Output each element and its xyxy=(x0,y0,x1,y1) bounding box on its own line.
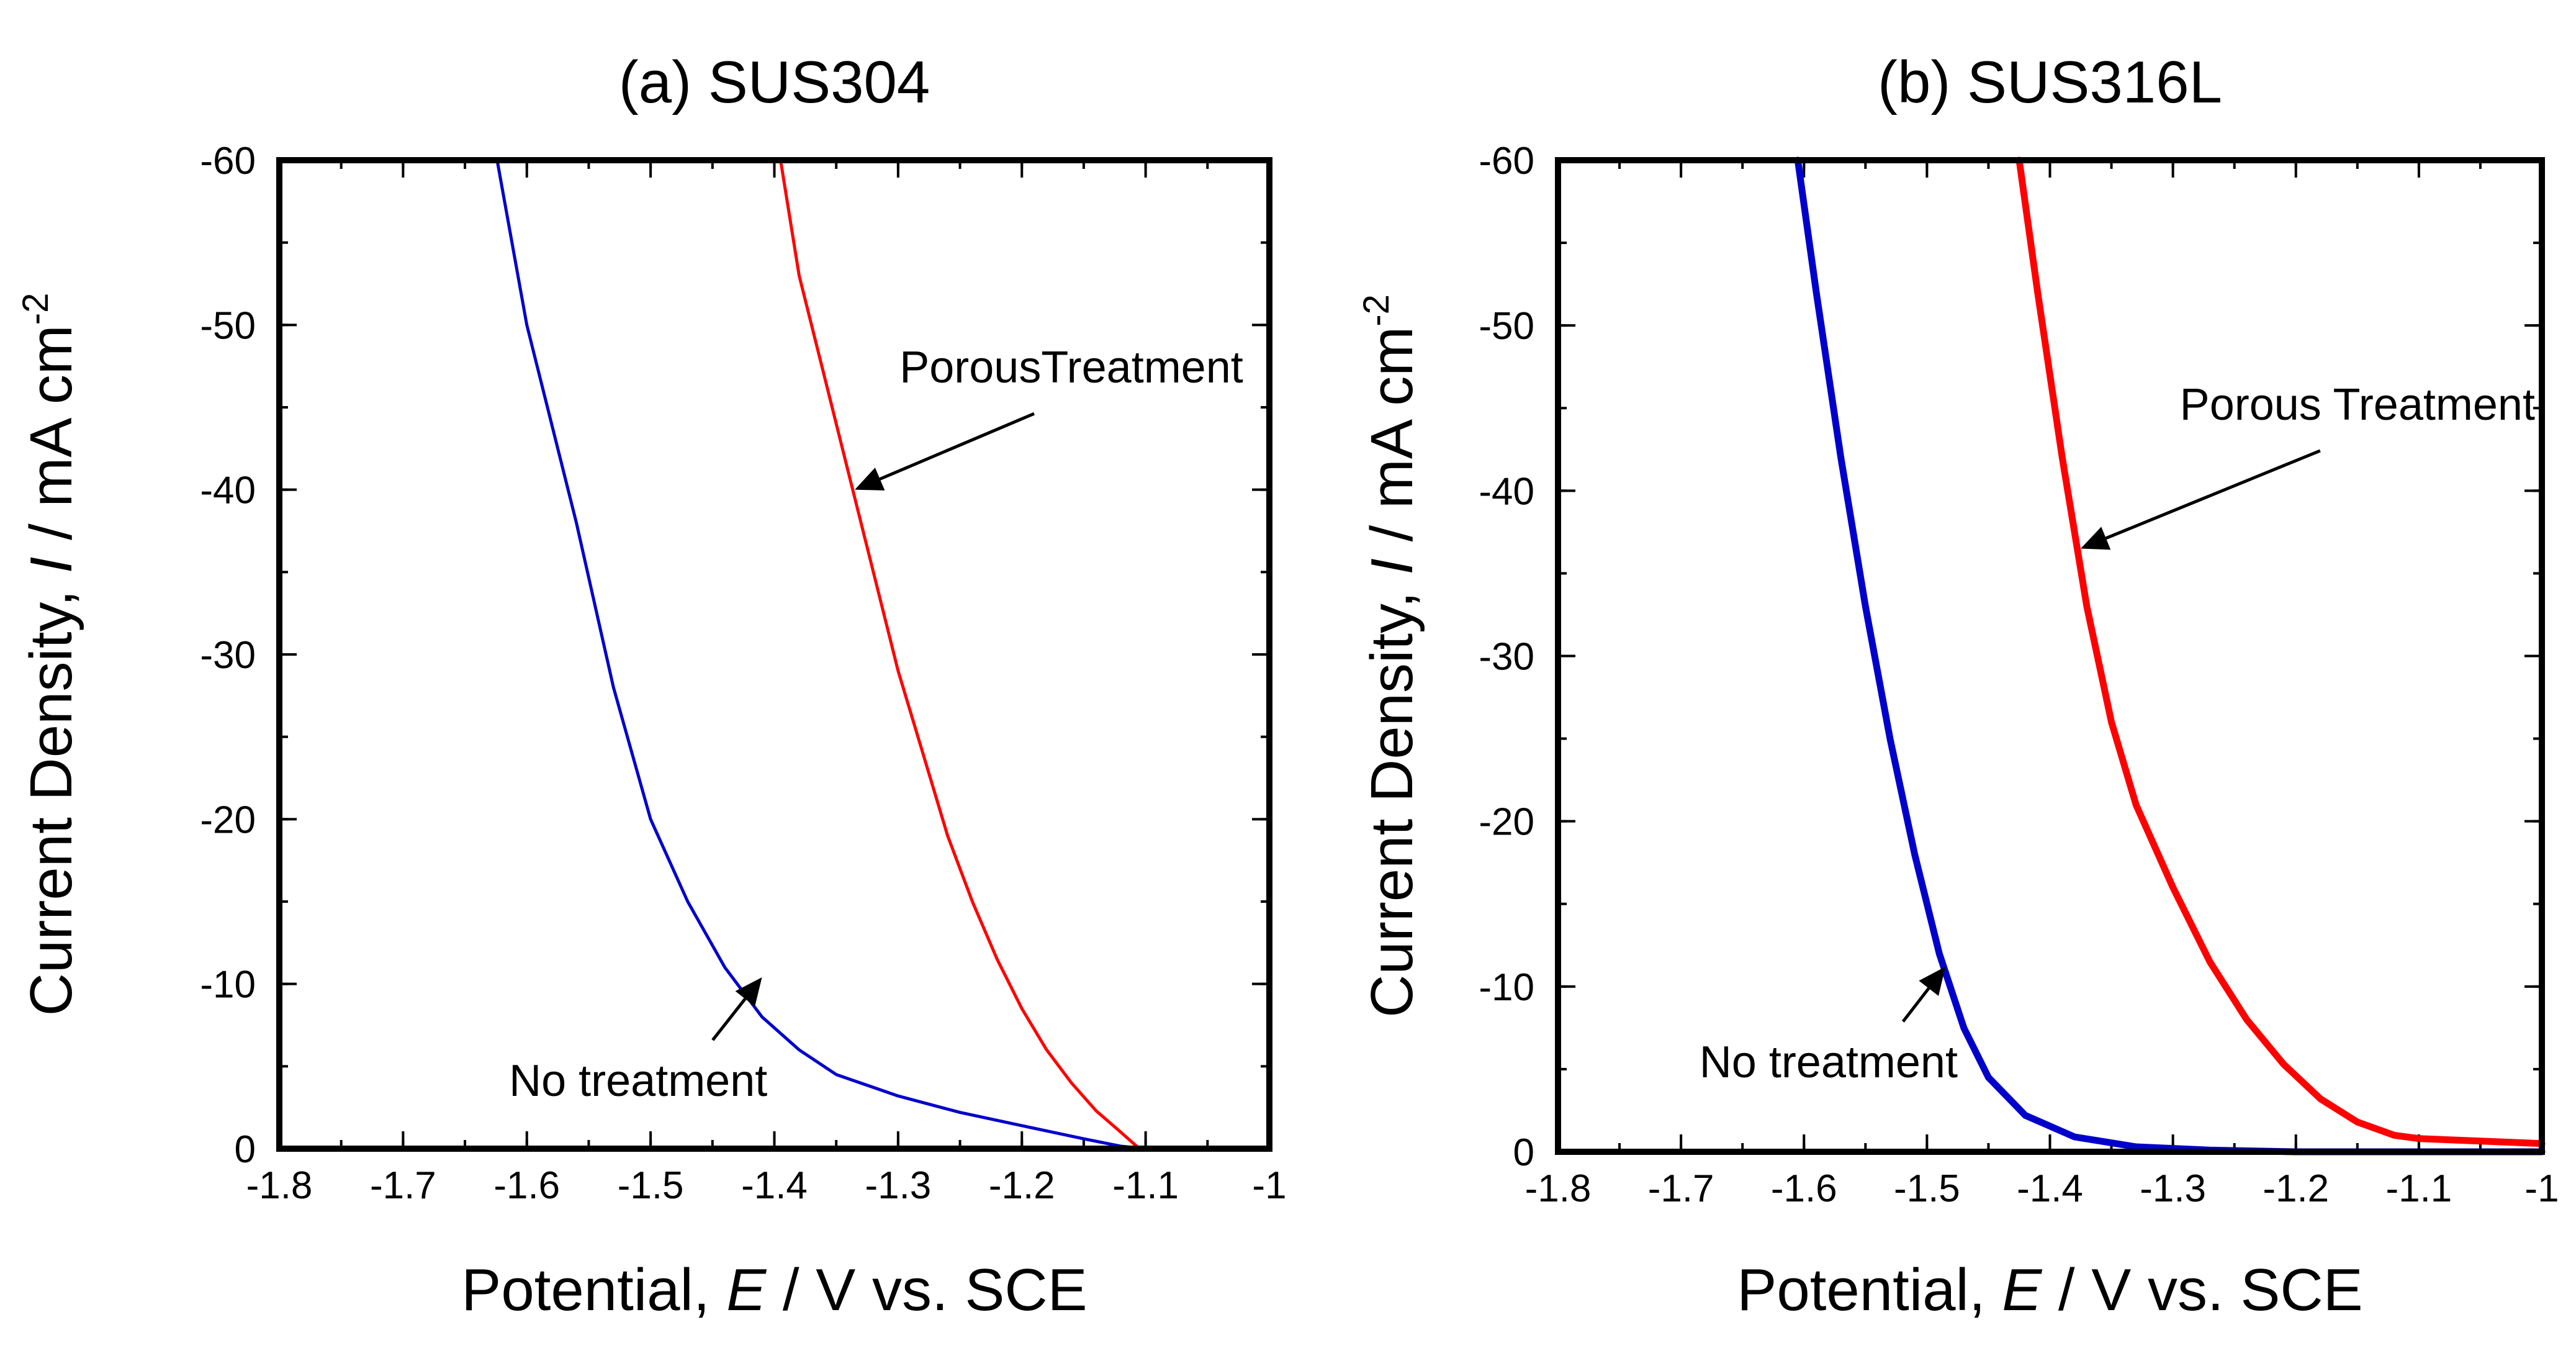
x-tick-label-b: -1.1 xyxy=(2385,1167,2452,1210)
y-tick-label-b: -60 xyxy=(1479,140,1534,183)
x-tick-label-a: -1.3 xyxy=(865,1164,931,1207)
annotation-arrowhead-a xyxy=(735,977,762,1007)
chart-title-a: (a) SUS304 xyxy=(619,49,930,115)
series-line-porous-treatment-b xyxy=(2015,156,2546,1147)
y-tick-label-b: -20 xyxy=(1479,801,1534,844)
annotation-arrow-b xyxy=(1901,987,1930,1023)
x-tick-label-b: -1.3 xyxy=(2140,1167,2206,1210)
y-tick-label-b: -40 xyxy=(1479,470,1534,513)
y-tick-label-a: -50 xyxy=(200,304,256,347)
series-line-no-treatment-a xyxy=(495,158,1271,1151)
y-tick-label-a: -60 xyxy=(200,140,256,183)
x-tick-label-b: -1.4 xyxy=(2017,1167,2083,1210)
y-tick-label-b: -10 xyxy=(1479,966,1534,1009)
x-tick-label-b: -1.5 xyxy=(1894,1167,1960,1210)
y-tick-label-b: -30 xyxy=(1479,636,1534,679)
x-tick-label-a: -1.6 xyxy=(493,1164,560,1207)
x-tick-label-b: -1 xyxy=(2524,1167,2559,1210)
chart-title-b: (b) SUS316L xyxy=(1878,49,2222,115)
y-tick-label-b: -50 xyxy=(1479,305,1534,348)
x-tick-label-a: -1.2 xyxy=(989,1164,1055,1207)
x-tick-label-b: -1.7 xyxy=(1648,1167,1714,1210)
y-tick-label-a: 0 xyxy=(235,1128,256,1171)
annotation-arrowhead-b xyxy=(2081,527,2111,550)
plot-frame-b xyxy=(1555,157,2545,1155)
annotation-label-b: Porous Treatment xyxy=(2180,380,2535,430)
x-tick-label-a: -1.7 xyxy=(370,1164,436,1207)
x-tick-label-b: -1.8 xyxy=(1525,1167,1592,1210)
plot-frame-a xyxy=(276,157,1272,1152)
x-axis-label-a: Potential, E / V vs. SCE xyxy=(461,1257,1087,1323)
x-tick-label-b: -1.6 xyxy=(1771,1167,1837,1210)
series-line-no-treatment-b xyxy=(1794,156,2546,1156)
x-tick-label-a: -1.4 xyxy=(741,1164,808,1207)
x-tick-label-b: -1.2 xyxy=(2263,1167,2329,1210)
x-tick-label-a: -1 xyxy=(1252,1164,1286,1207)
y-tick-label-a: -40 xyxy=(200,469,256,512)
panel-b: (b) SUS316L -1.8 -1.7 -1.6 -1.5 -1.4 -1.3 -1.2 -… xyxy=(1356,49,2559,1323)
panel-a: (a) SUS304 -1.8 -1.7 -1.6 -1.5 -1.4 -1.3 -1.2 -1… xyxy=(16,49,1287,1323)
y-tick-label-a: -10 xyxy=(200,964,256,1006)
annotation-label-a: No treatment xyxy=(509,1056,767,1106)
y-tick-label-b: 0 xyxy=(1513,1131,1534,1174)
annotation-label-a: PorousTreatment xyxy=(899,343,1243,392)
annotation-arrowhead-b xyxy=(1919,966,1946,996)
x-tick-label-a: -1.8 xyxy=(246,1164,313,1207)
annotation-arrow-a xyxy=(711,998,747,1041)
y-tick-label-a: -20 xyxy=(200,798,256,841)
annotation-label-b: No treatment xyxy=(1700,1038,1958,1087)
annotation-arrow-b xyxy=(2105,449,2321,540)
x-axis-label-b: Potential, E / V vs. SCE xyxy=(1737,1257,2362,1323)
x-tick-label-a: -1.1 xyxy=(1112,1164,1179,1207)
annotation-arrow-a xyxy=(879,412,1035,481)
y-axis-label-b: Current Density, I / mA cm-2 xyxy=(1356,294,1425,1018)
x-tick-label-a: -1.5 xyxy=(618,1164,684,1207)
series-line-poroustreatment-a xyxy=(779,158,1142,1151)
y-tick-label-a: -30 xyxy=(200,634,256,677)
y-axis-label-a: Current Density, I / mA cm-2 xyxy=(16,293,84,1016)
annotation-arrowhead-a xyxy=(855,468,885,491)
